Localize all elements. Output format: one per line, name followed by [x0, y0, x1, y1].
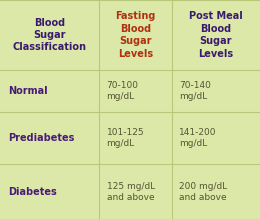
Text: Prediabetes: Prediabetes: [8, 133, 74, 143]
Text: 70-140
mg/dL: 70-140 mg/dL: [179, 81, 211, 101]
Text: Fasting
Blood
Sugar
Levels: Fasting Blood Sugar Levels: [115, 11, 155, 59]
Text: Blood
Sugar
Classification: Blood Sugar Classification: [12, 18, 86, 52]
Text: Diabetes: Diabetes: [8, 187, 57, 197]
Text: 141-200
mg/dL: 141-200 mg/dL: [179, 128, 217, 148]
Text: 70-100
mg/dL: 70-100 mg/dL: [107, 81, 139, 101]
Text: 200 mg/dL
and above: 200 mg/dL and above: [179, 182, 228, 202]
Text: 125 mg/dL
and above: 125 mg/dL and above: [107, 182, 155, 202]
Text: 101-125
mg/dL: 101-125 mg/dL: [107, 128, 144, 148]
Text: Post Meal
Blood
Sugar
Levels: Post Meal Blood Sugar Levels: [189, 11, 243, 59]
Text: Normal: Normal: [8, 86, 47, 96]
